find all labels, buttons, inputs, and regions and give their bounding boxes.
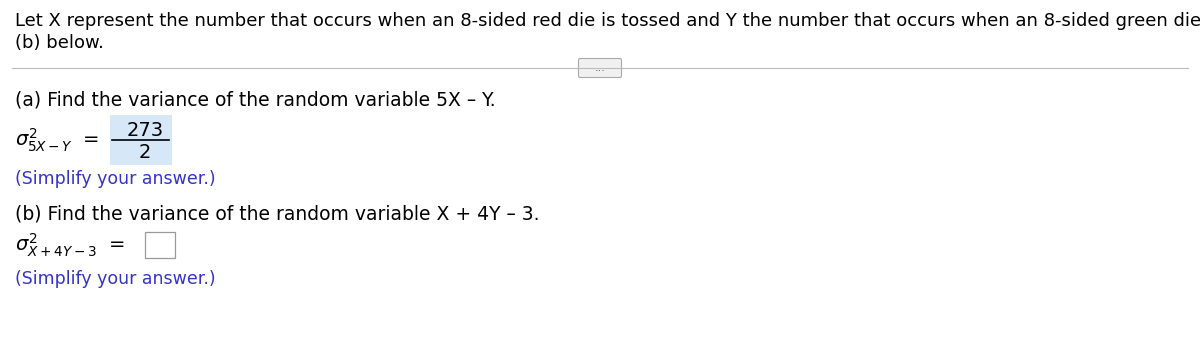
Text: $\sigma^2_{X+4Y-3}$  =: $\sigma^2_{X+4Y-3}$ = [14, 231, 125, 259]
Text: 273: 273 [126, 120, 163, 140]
Text: $\sigma^2_{5X-Y}$  =: $\sigma^2_{5X-Y}$ = [14, 126, 100, 154]
Text: ...: ... [594, 63, 606, 73]
Text: (Simplify your answer.): (Simplify your answer.) [14, 270, 216, 288]
Text: (b) Find the variance of the random variable X + 4Y – 3.: (b) Find the variance of the random vari… [14, 205, 540, 224]
Bar [145, 232, 175, 258]
FancyBboxPatch shape [578, 58, 622, 78]
Text: (b) below.: (b) below. [14, 34, 104, 52]
Bar [110, 115, 172, 165]
Text: (Simplify your answer.): (Simplify your answer.) [14, 170, 216, 188]
Text: (a) Find the variance of the random variable 5X – Y.: (a) Find the variance of the random vari… [14, 90, 496, 109]
Text: 2: 2 [139, 142, 151, 162]
Text: Let X represent the number that occurs when an 8-sided red die is tossed and Y t: Let X represent the number that occurs w… [14, 12, 1200, 30]
